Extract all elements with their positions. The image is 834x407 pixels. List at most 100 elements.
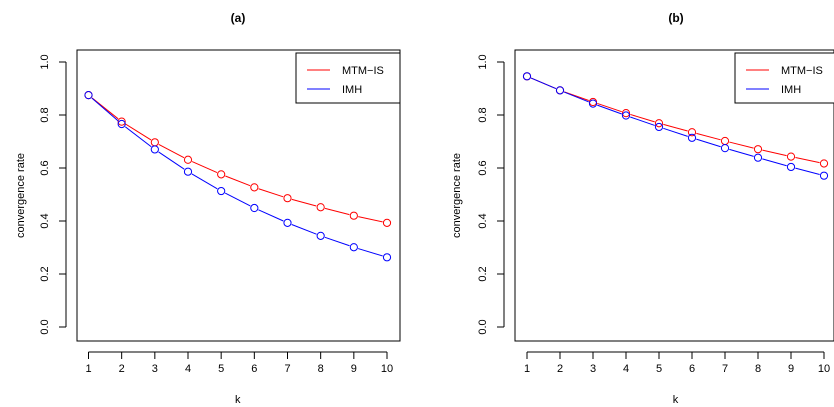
data-point bbox=[183, 155, 193, 164]
series-line-segment bbox=[729, 141, 754, 149]
data-point bbox=[819, 171, 829, 180]
series-line-segment bbox=[124, 126, 152, 148]
series-line-segment bbox=[729, 148, 754, 157]
legend: MTM−IS IMH bbox=[295, 52, 400, 104]
y-tick-label: 1.0 bbox=[39, 54, 51, 69]
series-line-segment bbox=[630, 116, 655, 126]
data-point bbox=[588, 97, 598, 107]
data-point bbox=[687, 128, 697, 137]
x-tick-label: 7 bbox=[722, 363, 728, 375]
x-tick-label: 7 bbox=[284, 363, 290, 375]
data-point bbox=[349, 243, 358, 252]
x-tick-label: 10 bbox=[818, 363, 830, 375]
data-point bbox=[316, 203, 325, 212]
data-point bbox=[555, 86, 565, 95]
x-tick-label: 5 bbox=[218, 363, 224, 375]
data-point bbox=[786, 152, 796, 161]
x-tick-label: 9 bbox=[788, 363, 794, 375]
y-tick-label: 0.0 bbox=[39, 319, 51, 334]
data-point bbox=[217, 170, 226, 179]
series-line-segment bbox=[258, 209, 284, 222]
x-tick-label: 6 bbox=[251, 363, 257, 375]
data-point bbox=[621, 111, 631, 120]
data-point bbox=[720, 144, 730, 153]
series-line-segment bbox=[630, 113, 655, 123]
series-line-segment bbox=[696, 138, 721, 148]
data-point bbox=[588, 99, 598, 108]
series-line-segment bbox=[663, 127, 688, 137]
plot-frame bbox=[76, 49, 401, 342]
plot-frame bbox=[514, 49, 834, 342]
legend-label: IMH bbox=[781, 84, 801, 96]
legend-label: MTM−IS bbox=[781, 65, 823, 77]
series-line-segment bbox=[291, 198, 317, 207]
series-line-segment bbox=[291, 224, 317, 235]
y-tick-label: 0.2 bbox=[39, 266, 51, 281]
data-point bbox=[753, 145, 763, 154]
series-line-segment bbox=[324, 236, 350, 247]
series-line-segment bbox=[762, 149, 787, 157]
x-tick-label: 5 bbox=[656, 363, 662, 375]
x-tick-label: 8 bbox=[755, 363, 761, 375]
x-axis-title: k bbox=[673, 394, 679, 406]
series-line-segment bbox=[358, 216, 383, 223]
y-tick-label: 0.0 bbox=[477, 319, 489, 334]
series-line-segment bbox=[191, 161, 218, 174]
legend: MTM−IS IMH bbox=[734, 52, 834, 104]
series-line-segment bbox=[762, 158, 787, 167]
data-point bbox=[316, 231, 325, 240]
series-line-segment bbox=[357, 248, 383, 257]
legend-label: MTM−IS bbox=[342, 65, 384, 77]
x-tick-label: 3 bbox=[590, 363, 596, 375]
legend-box bbox=[295, 52, 400, 104]
series-line-segment bbox=[795, 157, 820, 164]
series-mtm-is bbox=[84, 91, 392, 227]
chart-panel-b: (b) 1 2 3 4 5 6 7 8 9 10 k 0.0 0.2 0.4 0.6 0.8 1.0 converg… bbox=[451, 11, 834, 406]
data-point bbox=[382, 253, 392, 262]
series-line-segment bbox=[125, 123, 152, 141]
data-point bbox=[84, 91, 93, 100]
chart-panel-a: (a) 1 2 3 4 5 6 7 8 9 10 k 0.0 0.2 0.4 0.6 0.8 1.0 converg… bbox=[15, 11, 401, 406]
data-point bbox=[654, 119, 664, 128]
data-point bbox=[150, 145, 159, 154]
series-line-segment bbox=[563, 91, 590, 103]
data-point bbox=[183, 167, 193, 176]
x-tick-label: 9 bbox=[351, 363, 357, 375]
series-line-segment bbox=[191, 173, 218, 190]
series-imh bbox=[522, 72, 829, 180]
x-tick-label: 3 bbox=[152, 363, 158, 375]
x-tick-label: 4 bbox=[185, 363, 191, 375]
y-tick-label: 0.4 bbox=[477, 213, 489, 228]
series-line-segment bbox=[91, 97, 119, 122]
data-point bbox=[117, 119, 126, 129]
x-tick-label: 8 bbox=[318, 363, 324, 375]
series-line-segment bbox=[158, 143, 185, 159]
y-tick-label: 1.0 bbox=[477, 54, 489, 69]
y-tick-label: 0.6 bbox=[39, 160, 51, 175]
data-point bbox=[753, 153, 763, 162]
x-tick-label: 2 bbox=[557, 363, 563, 375]
series-line-segment bbox=[663, 123, 688, 132]
data-point bbox=[786, 162, 796, 172]
x-tick-label: 1 bbox=[524, 363, 530, 375]
data-point bbox=[250, 183, 259, 192]
data-point bbox=[720, 136, 730, 146]
data-point bbox=[217, 186, 226, 196]
data-point bbox=[522, 72, 532, 81]
data-point bbox=[283, 218, 292, 227]
series-line-segment bbox=[225, 175, 251, 187]
x-tick-label: 6 bbox=[689, 363, 695, 375]
series-line-segment bbox=[158, 151, 185, 170]
data-point bbox=[349, 211, 358, 220]
data-point bbox=[382, 218, 392, 227]
chart-title: (b) bbox=[668, 11, 683, 25]
y-axis-title: convergence rate bbox=[451, 153, 463, 238]
y-axis-title: convergence rate bbox=[15, 153, 27, 238]
data-point bbox=[150, 138, 159, 147]
series-line-segment bbox=[530, 77, 557, 90]
legend-box bbox=[734, 52, 834, 104]
data-point bbox=[117, 117, 126, 126]
series-line-segment bbox=[258, 188, 284, 198]
y-tick-label: 0.8 bbox=[477, 107, 489, 122]
